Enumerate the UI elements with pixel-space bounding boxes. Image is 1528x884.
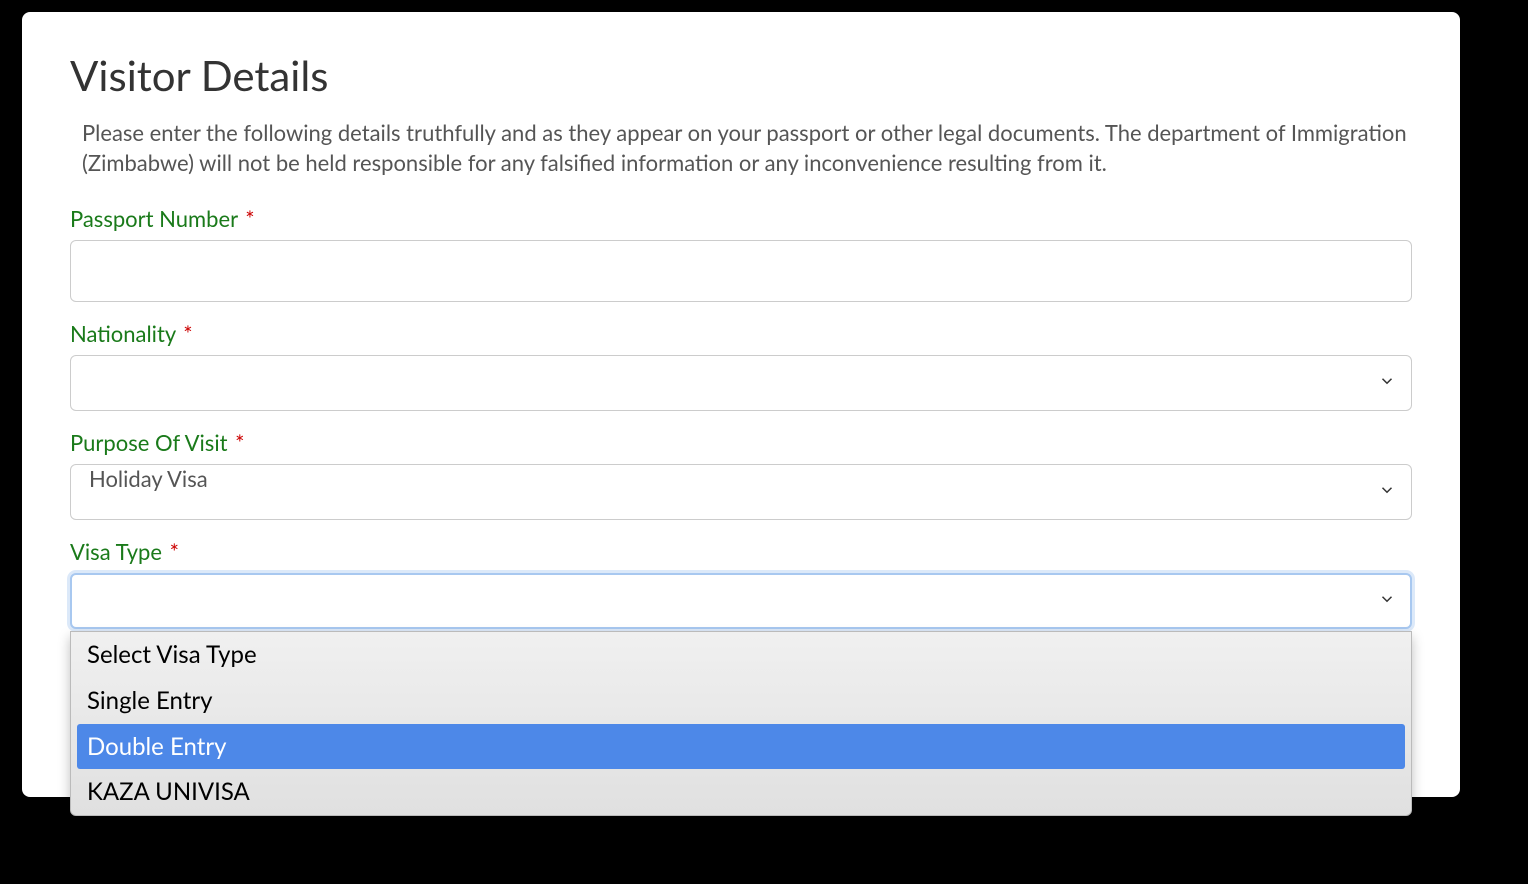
visa-type-select[interactable] xyxy=(70,573,1412,629)
purpose-of-visit-select-value: Holiday Visa xyxy=(89,465,208,492)
required-indicator: * xyxy=(170,538,179,565)
passport-number-label-text: Passport Number xyxy=(70,205,238,232)
purpose-of-visit-label: Purpose Of Visit * xyxy=(70,429,1412,456)
purpose-of-visit-label-text: Purpose Of Visit xyxy=(70,429,228,456)
nationality-select-wrapper xyxy=(70,355,1412,411)
visa-type-option[interactable]: Select Visa Type xyxy=(71,632,1411,678)
required-indicator: * xyxy=(183,320,192,347)
passport-number-group: Passport Number * xyxy=(70,205,1412,302)
instructions-text: Please enter the following details truth… xyxy=(70,118,1412,177)
nationality-select[interactable] xyxy=(70,355,1412,411)
nationality-group: Nationality * xyxy=(70,320,1412,411)
visa-type-label-text: Visa Type xyxy=(70,538,162,565)
visa-type-label: Visa Type * xyxy=(70,538,1412,565)
nationality-label-text: Nationality xyxy=(70,320,176,347)
visitor-details-card: Visitor Details Please enter the followi… xyxy=(22,12,1460,797)
visa-type-option[interactable]: KAZA UNIVISA xyxy=(71,769,1411,815)
purpose-of-visit-select[interactable]: Holiday Visa xyxy=(70,464,1412,520)
passport-number-input[interactable] xyxy=(70,240,1412,302)
visa-type-select-wrapper: Select Visa Type Single Entry Double Ent… xyxy=(70,573,1412,629)
visa-type-option[interactable]: Single Entry xyxy=(71,678,1411,724)
page-title: Visitor Details xyxy=(70,50,1412,100)
passport-number-label: Passport Number * xyxy=(70,205,1412,232)
visa-type-group: Visa Type * Select Visa Type Single Entr… xyxy=(70,538,1412,629)
visa-type-dropdown: Select Visa Type Single Entry Double Ent… xyxy=(70,631,1412,815)
required-indicator: * xyxy=(245,205,254,232)
required-indicator: * xyxy=(235,429,244,456)
purpose-select-wrapper: Holiday Visa xyxy=(70,464,1412,520)
nationality-label: Nationality * xyxy=(70,320,1412,347)
visa-type-option[interactable]: Double Entry xyxy=(77,724,1405,770)
purpose-of-visit-group: Purpose Of Visit * Holiday Visa xyxy=(70,429,1412,520)
